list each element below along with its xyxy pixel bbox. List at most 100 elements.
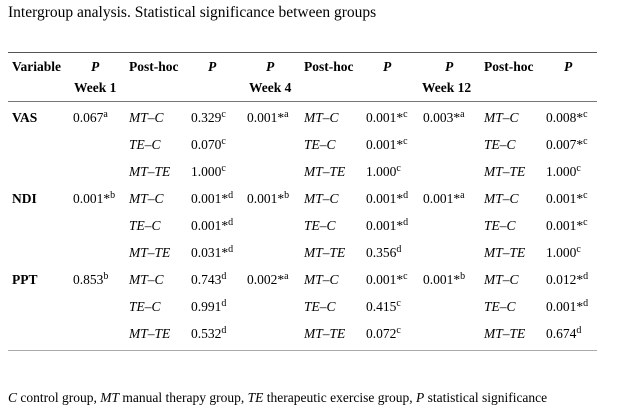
table-cell-w1-ph-p: 0.329c [191,110,226,126]
table-cell-w1-ph: MT–TE [129,326,170,342]
table-cell-w1-ph-p-superscript: d [221,325,227,336]
table-cell-w12-ph-p-text: 0.674 [546,326,577,341]
table-cell-w12-p: 0.003*a [423,110,465,126]
table-cell-w4-p-superscript: a [284,109,289,120]
table-cell-w1-ph-p-text: 0.031* [191,245,229,260]
table-cell-w4-ph: MT–TE [304,164,345,180]
table-cell-w4-ph-text: MT–C [304,272,339,287]
table-cell-w1-ph: MT–C [129,191,164,207]
table-cell-w12-ph-text: MT–TE [484,164,526,179]
table-cell-w4-ph-p-text: 0.356 [366,245,397,260]
table-cell-w4-ph-p-text: 0.001* [366,218,404,233]
header-posthoc-p-week4: P [383,59,392,74]
footnote-abbreviation: P [415,390,425,405]
table-cell-w4-p: 0.001*b [247,191,289,207]
table-cell-w1-ph-p-text: 0.070 [191,137,222,152]
table-cell-w1-ph-p: 0.070c [191,137,226,153]
table-cell-w1-ph-p-superscript: d [228,217,234,228]
table-cell-w1-ph-p-text: 0.001* [191,218,229,233]
table-bottom-rule [8,350,597,351]
table-cell-w1-ph-text: MT–TE [129,245,171,260]
table-cell-w4-ph: TE–C [304,137,336,153]
table-cell-w12-ph-p-superscript: d [583,298,589,309]
table-cell-w12-ph: TE–C [484,299,516,315]
table-cell-w12-ph-p-superscript: c [583,217,588,228]
table-cell-w4-ph-p: 0.072c [366,326,401,342]
table-cell-w4-ph-p-text: 0.072 [366,326,397,341]
table-cell-w12-ph: MT–TE [484,164,525,180]
table-cell-w4-ph: MT–C [304,110,339,126]
header-posthoc-week4: Post-hoc [304,59,354,74]
table-cell-w12-ph-p-superscript: c [583,109,588,120]
table-cell-w12-p-text: 0.001* [423,272,461,287]
table-cell-w4-ph-p-superscript: c [403,271,408,282]
table-cell-w12-ph-p-text: 1.000 [546,164,577,179]
table-cell-w12-ph-p-text: 0.012* [546,272,584,287]
table-cell-w4-ph-text: TE–C [304,299,336,314]
table-cell-w4-ph-text: MT–TE [304,164,346,179]
table-cell-w4-ph-p: 0.001*c [366,110,408,126]
table-cell-w12-ph-p-superscript: c [576,244,581,255]
table-cell-w12-ph: MT–C [484,272,519,288]
table-cell-w4-ph-text: TE–C [304,137,336,152]
table-cell-w4-ph-p: 0.001*c [366,137,408,153]
row-variable-text: NDI [12,191,37,206]
table-cell-w12-ph: MT–C [484,191,519,207]
table-cell-w1-p-text: 0.067 [73,110,104,125]
table-cell-w4-ph-text: MT–TE [304,245,346,260]
table-cell-w1-ph-p-text: 0.329 [191,110,222,125]
table-footnote: C control group, MT manual therapy group… [8,389,547,407]
table-cell-w4-ph-text: MT–C [304,110,339,125]
table-cell-w1-ph-p-text: 1.000 [191,164,222,179]
table-cell-w1-ph: MT–TE [129,245,170,261]
table-cell-w12-ph-p-superscript: c [583,136,588,147]
footnote-abbreviation: TE [247,390,264,405]
table-cell-w12-ph-p: 1.000c [546,245,581,261]
table-cell-w12-ph: MT–C [484,110,519,126]
footnote-definition: therapeutic exercise group, [263,390,416,405]
header-week4: Week 4 [249,80,292,95]
table-cell-w1-ph: TE–C [129,137,161,153]
table-cell-w1-ph-p: 1.000c [191,164,226,180]
table-cell-w4-ph-p: 0.001*d [366,191,408,207]
table-cell-w12-p-text: 0.003* [423,110,461,125]
footnote-abbreviation: C [8,390,18,405]
table-cell-w4-ph-p-superscript: c [396,163,401,174]
table-cell-w1-p-superscript: a [103,109,108,120]
table-cell-w12-ph-text: TE–C [484,299,516,314]
table-cell-w1-ph-text: TE–C [129,218,161,233]
table-cell-w12-ph-p: 0.012*d [546,272,588,288]
table-cell-w4-ph-p-superscript: c [403,109,408,120]
table-cell-w1-p-text: 0.853 [73,272,104,287]
table-cell-w1-ph-text: MT–C [129,272,164,287]
header-posthoc-week1: Post-hoc [129,59,179,74]
table-cell-w1-p: 0.067a [73,110,108,126]
table-cell-w4-ph-p-text: 0.001* [366,272,404,287]
table-cell-w1-ph-p-text: 0.532 [191,326,222,341]
table-cell-w12-ph-p-text: 0.008* [546,110,584,125]
table-cell-w4-ph-p: 0.356d [366,245,401,261]
table-cell-w12-ph-p: 0.001*d [546,299,588,315]
table-cell-w4-ph-p: 0.001*c [366,272,408,288]
table-cell-w4-p-text: 0.002* [247,272,285,287]
table-cell-w1-ph: MT–TE [129,164,170,180]
table-header-rule [8,101,597,102]
row-variable-text: VAS [12,110,38,125]
table-cell-w1-p: 0.853b [73,272,108,288]
table-cell-w12-ph: TE–C [484,137,516,153]
table-cell-w1-ph: MT–C [129,110,164,126]
header-variable: Variable [12,59,62,74]
table-cell-w4-ph-p-text: 1.000 [366,164,397,179]
table-cell-w1-ph-p: 0.001*d [191,218,233,234]
table-cell-w1-ph-p-superscript: c [221,163,226,174]
table-cell-w12-ph-text: MT–TE [484,326,526,341]
table-cell-w4-ph: MT–TE [304,245,345,261]
table-cell-w1-ph-p-superscript: d [221,298,227,309]
table-cell-w12-p: 0.001*b [423,272,465,288]
table-cell-w12-ph-p: 0.007*c [546,137,588,153]
table-cell-w1-p-superscript: b [110,190,116,201]
table-cell-w12-ph-p-superscript: d [576,325,582,336]
table-cell-w12-ph-p-text: 0.007* [546,137,584,152]
table-cell-w12-ph-p: 0.008*c [546,110,588,126]
table-cell-w1-p-superscript: b [103,271,109,282]
